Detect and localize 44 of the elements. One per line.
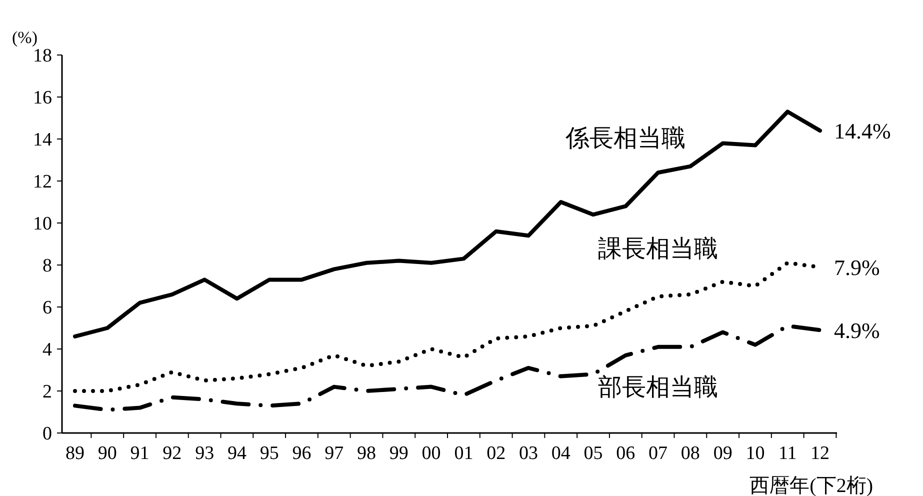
y-tick-label: 12: [33, 172, 52, 193]
x-tick-label: 99: [389, 443, 408, 464]
annotation: 14.4%: [834, 118, 891, 144]
y-tick-label: 10: [33, 214, 52, 235]
x-axis-title: 西暦年(下2桁): [750, 475, 873, 496]
y-tick-label: 16: [33, 88, 52, 109]
x-tick-label: 06: [616, 443, 636, 464]
x-tick-label: 93: [195, 443, 214, 464]
x-tick-label: 01: [454, 443, 474, 464]
x-tick-label: 94: [227, 443, 247, 464]
x-tick-label: 08: [680, 443, 700, 464]
line-series: [73, 324, 822, 412]
y-tick-label: 2: [42, 382, 52, 403]
y-tick-label: 14: [33, 130, 52, 151]
x-tick-label: 90: [98, 443, 117, 464]
x-tick-label: 10: [746, 443, 765, 464]
series-label: 課長相当職: [598, 236, 718, 262]
y-tick-label: 6: [42, 298, 52, 319]
series-label: 係長相当職: [564, 125, 686, 152]
y-tick-label: 18: [33, 46, 52, 67]
x-tick-label: 89: [66, 443, 84, 464]
x-tick-label: 95: [260, 443, 279, 464]
x-tick-label: 04: [551, 443, 571, 464]
x-tick-label: 96: [292, 443, 312, 464]
x-tick-label: 05: [584, 443, 603, 464]
y-tick-label: 4: [42, 340, 52, 361]
x-tick-label: 97: [324, 443, 344, 464]
x-tick-label: 03: [518, 443, 538, 464]
x-tick-label: 02: [486, 443, 506, 464]
annotation: 7.9%: [834, 254, 880, 280]
x-tick-label: 07: [648, 443, 668, 464]
x-tick-label: 09: [713, 443, 732, 464]
x-tick-label: 92: [162, 443, 182, 464]
x-tick-label: 98: [357, 443, 376, 464]
y-axis-title: (%): [12, 28, 38, 47]
x-tick-label: 11: [778, 443, 797, 464]
x-tick-label: 91: [130, 443, 150, 464]
y-tick-label: 0: [42, 424, 52, 445]
x-tick-label: 12: [810, 443, 830, 464]
x-tick-label: 00: [422, 443, 441, 464]
annotation: 4.9%: [834, 318, 880, 343]
y-tick-label: 8: [42, 256, 52, 277]
line-series: [73, 110, 822, 338]
series-label: 部長相当職: [598, 374, 718, 401]
